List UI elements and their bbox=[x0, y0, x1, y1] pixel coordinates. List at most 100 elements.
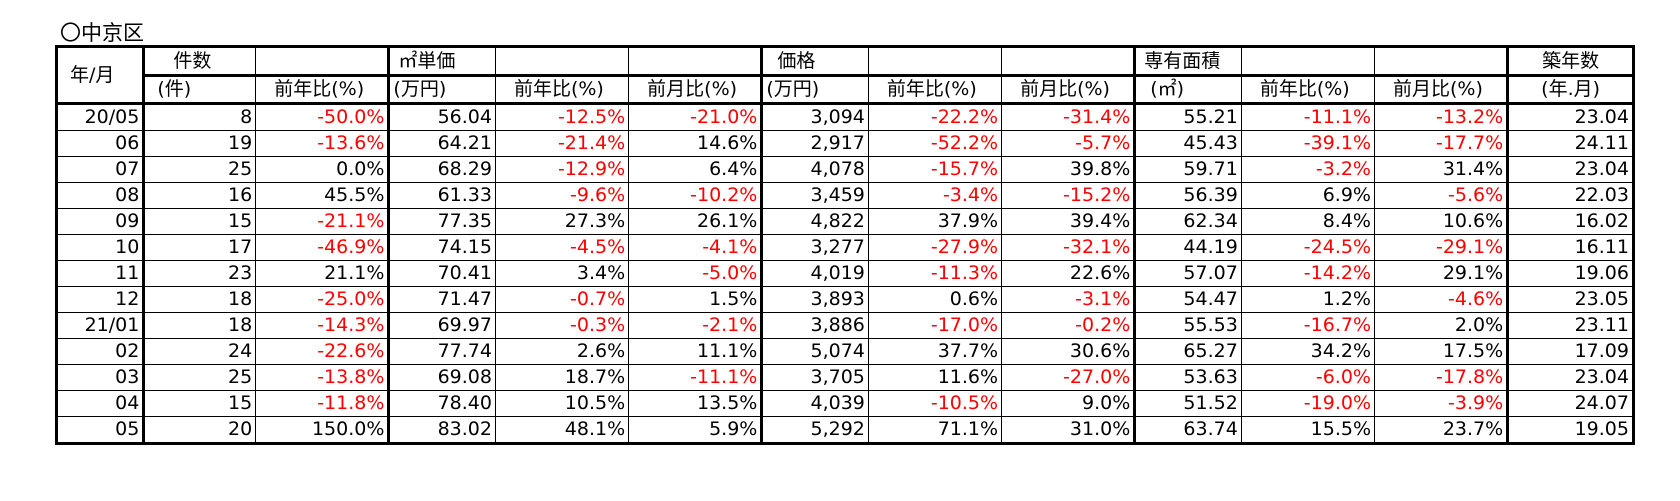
cell-ym: 11 bbox=[55, 260, 145, 287]
header-count-unit: (件) bbox=[142, 75, 257, 105]
cell-price: 4,039 bbox=[760, 390, 869, 417]
cell-sqm-price: 77.35 bbox=[387, 208, 496, 235]
cell-area-yoy: -19.0% bbox=[1240, 390, 1376, 417]
cell-price: 3,893 bbox=[760, 286, 869, 313]
cell-price-mom: 30.6% bbox=[1001, 338, 1136, 365]
cell-count: 25 bbox=[142, 156, 257, 183]
cell-price-yoy: -15.7% bbox=[867, 156, 1003, 183]
cell-age: 23.11 bbox=[1506, 312, 1634, 339]
cell-price-mom: 22.6% bbox=[1001, 260, 1136, 287]
cell-price-yoy: -11.3% bbox=[867, 260, 1003, 287]
cell-area: 57.07 bbox=[1133, 260, 1242, 287]
header-area-unit: (㎡) bbox=[1133, 75, 1242, 105]
cell-price: 3,277 bbox=[760, 234, 869, 261]
cell-price-yoy: -17.0% bbox=[867, 312, 1003, 339]
cell-price: 4,019 bbox=[760, 260, 869, 287]
cell-area: 59.71 bbox=[1133, 156, 1242, 183]
table-row: 04 15 -11.8% 78.40 10.5% 13.5% 4,039 -10.5% 9.0%… bbox=[55, 390, 1634, 417]
cell-age: 23.05 bbox=[1506, 286, 1634, 313]
cell-price: 3,886 bbox=[760, 312, 869, 339]
header-sqm-price: ㎡単価 bbox=[387, 46, 496, 76]
cell-price: 4,822 bbox=[760, 208, 869, 235]
cell-age: 22.03 bbox=[1506, 182, 1634, 209]
cell-area-yoy: -39.1% bbox=[1240, 130, 1376, 157]
cell-count-yoy: -13.8% bbox=[255, 364, 390, 391]
cell-area-mom: -3.9% bbox=[1373, 390, 1509, 417]
table-header: 年/月 件数 ㎡単価 価格 専有面積 築年数 (件) 前年比(%) (万円) 前… bbox=[55, 46, 1634, 105]
cell-sqm-price: 61.33 bbox=[387, 182, 496, 209]
cell-area: 53.63 bbox=[1133, 364, 1242, 391]
cell-count-yoy: 0.0% bbox=[255, 156, 390, 183]
cell-sqm-price: 77.74 bbox=[387, 338, 496, 365]
table-row: 03 25 -13.8% 69.08 18.7% -11.1% 3,705 11.6% -27.… bbox=[55, 364, 1634, 391]
header-count: 件数 bbox=[142, 46, 257, 76]
cell-price: 4,078 bbox=[760, 156, 869, 183]
cell-sqm-yoy: -4.5% bbox=[494, 234, 630, 261]
cell-ym: 05 bbox=[55, 416, 145, 444]
cell-area-yoy: 15.5% bbox=[1240, 416, 1376, 444]
cell-count: 16 bbox=[142, 182, 257, 209]
cell-sqm-price: 78.40 bbox=[387, 390, 496, 417]
table-row: 11 23 21.1% 70.41 3.4% -5.0% 4,019 -11.3% 22.6% 5… bbox=[55, 260, 1634, 287]
cell-area-mom: -17.7% bbox=[1373, 130, 1509, 157]
cell-area-mom: 2.0% bbox=[1373, 312, 1509, 339]
cell-count-yoy: 21.1% bbox=[255, 260, 390, 287]
cell-count: 15 bbox=[142, 208, 257, 235]
cell-area: 55.53 bbox=[1133, 312, 1242, 339]
cell-count: 17 bbox=[142, 234, 257, 261]
cell-sqm-mom: 14.6% bbox=[628, 130, 763, 157]
cell-area: 51.52 bbox=[1133, 390, 1242, 417]
cell-area: 63.74 bbox=[1133, 416, 1242, 444]
statistics-table: 年/月 件数 ㎡単価 価格 専有面積 築年数 (件) 前年比(%) (万円) 前… bbox=[55, 45, 1635, 445]
cell-age: 16.02 bbox=[1506, 208, 1634, 235]
cell-price-yoy: 11.6% bbox=[867, 364, 1003, 391]
cell-count-yoy: -46.9% bbox=[255, 234, 390, 261]
cell-area: 65.27 bbox=[1133, 338, 1242, 365]
cell-count-yoy: 150.0% bbox=[255, 416, 390, 444]
header-sqm-blank-1 bbox=[495, 46, 630, 76]
cell-sqm-mom: 5.9% bbox=[628, 416, 763, 444]
cell-count-yoy: -50.0% bbox=[255, 103, 390, 131]
header-area-blank-2 bbox=[1374, 46, 1509, 76]
cell-count: 20 bbox=[142, 416, 257, 444]
cell-age: 16.11 bbox=[1506, 234, 1634, 261]
cell-area-mom: -13.2% bbox=[1373, 103, 1509, 131]
cell-price: 3,094 bbox=[760, 103, 869, 131]
cell-ym: 07 bbox=[55, 156, 145, 183]
table-row: 05 20 150.0% 83.02 48.1% 5.9% 5,292 71.1% 31.0% 6… bbox=[55, 416, 1634, 444]
cell-ym: 20/05 bbox=[55, 103, 145, 131]
cell-count-yoy: -13.6% bbox=[255, 130, 390, 157]
header-ym: 年/月 bbox=[55, 46, 145, 105]
cell-ym: 08 bbox=[55, 182, 145, 209]
table-row: 02 24 -22.6% 77.74 2.6% 11.1% 5,074 37.7% 30.6% 6… bbox=[55, 338, 1634, 365]
cell-price-yoy: -22.2% bbox=[867, 103, 1003, 131]
cell-sqm-price: 71.47 bbox=[387, 286, 496, 313]
cell-area: 55.21 bbox=[1133, 103, 1242, 131]
cell-age: 24.07 bbox=[1506, 390, 1634, 417]
cell-age: 23.04 bbox=[1506, 364, 1634, 391]
cell-area-mom: 10.6% bbox=[1373, 208, 1509, 235]
cell-age: 23.04 bbox=[1506, 103, 1634, 131]
cell-sqm-yoy: 18.7% bbox=[494, 364, 630, 391]
cell-area: 56.39 bbox=[1133, 182, 1242, 209]
cell-price-mom: 39.4% bbox=[1001, 208, 1136, 235]
header-age-unit: (年.月) bbox=[1506, 75, 1634, 105]
cell-sqm-price: 83.02 bbox=[387, 416, 496, 444]
cell-count: 25 bbox=[142, 364, 257, 391]
cell-count-yoy: -22.6% bbox=[255, 338, 390, 365]
cell-sqm-yoy: -21.4% bbox=[494, 130, 630, 157]
cell-price: 3,705 bbox=[760, 364, 869, 391]
cell-count-yoy: -21.1% bbox=[255, 208, 390, 235]
cell-count: 24 bbox=[142, 338, 257, 365]
header-price-blank-2 bbox=[1001, 46, 1136, 76]
cell-area-mom: -4.6% bbox=[1373, 286, 1509, 313]
cell-area-mom: 17.5% bbox=[1373, 338, 1509, 365]
cell-count: 19 bbox=[142, 130, 257, 157]
cell-price-mom: -5.7% bbox=[1001, 130, 1136, 157]
cell-sqm-yoy: -9.6% bbox=[494, 182, 630, 209]
header-sqm-unit: (万円) bbox=[387, 75, 496, 105]
cell-price-yoy: 37.9% bbox=[867, 208, 1003, 235]
cell-count-yoy: -14.3% bbox=[255, 312, 390, 339]
cell-price-mom: -32.1% bbox=[1001, 234, 1136, 261]
cell-sqm-mom: -21.0% bbox=[628, 103, 763, 131]
